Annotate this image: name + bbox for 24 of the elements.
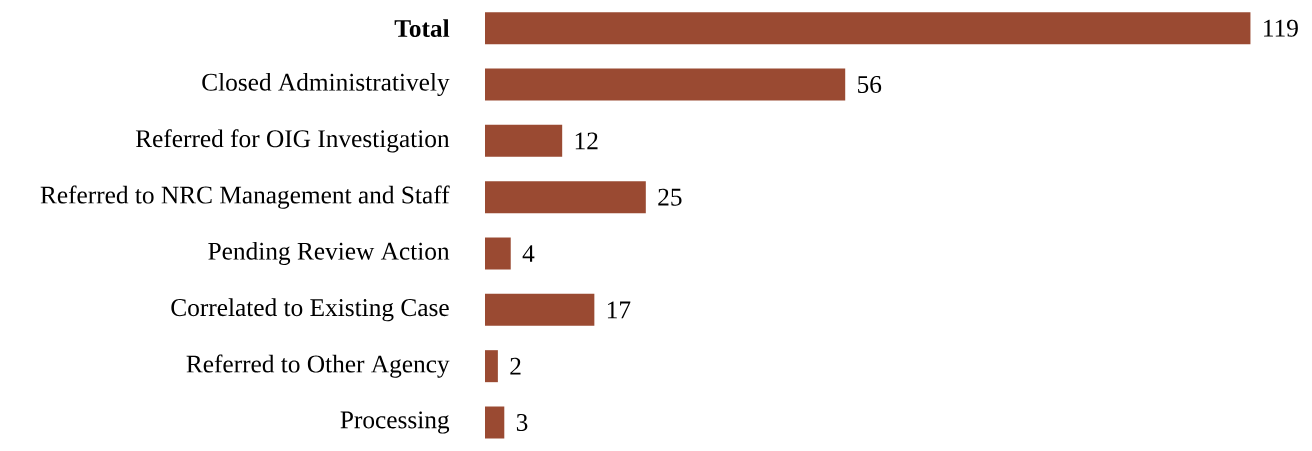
- y-tick-label: Total: [394, 19, 450, 38]
- bar: [485, 68, 846, 101]
- bar: [485, 125, 563, 157]
- bar: [485, 12, 1251, 45]
- data-label: 3: [516, 414, 528, 432]
- bar: [485, 406, 505, 439]
- data-label: 4: [522, 245, 535, 262]
- y-tick-label: Referred to NRC Management and Staff: [40, 185, 450, 209]
- y-tick-label: Referred to Other Agency: [186, 354, 450, 378]
- bar: [485, 237, 511, 270]
- y-tick-label: Closed Administratively: [202, 73, 450, 97]
- bar: [485, 181, 646, 214]
- data-label: 25: [658, 188, 682, 206]
- y-tick-label: Referred for OIG Investigation: [135, 129, 450, 153]
- data-label: 12: [575, 132, 598, 150]
- bar: [485, 293, 595, 326]
- bar: [485, 350, 498, 383]
- data-label: 2: [510, 357, 521, 375]
- y-tick-label: Processing: [340, 411, 450, 434]
- data-label: 119: [1264, 19, 1298, 37]
- y-tick-label: Pending Review Action: [208, 242, 450, 266]
- y-tick-label: Correlated to Existing Case: [171, 298, 449, 322]
- data-label: 56: [858, 76, 882, 94]
- data-label: 17: [607, 301, 631, 319]
